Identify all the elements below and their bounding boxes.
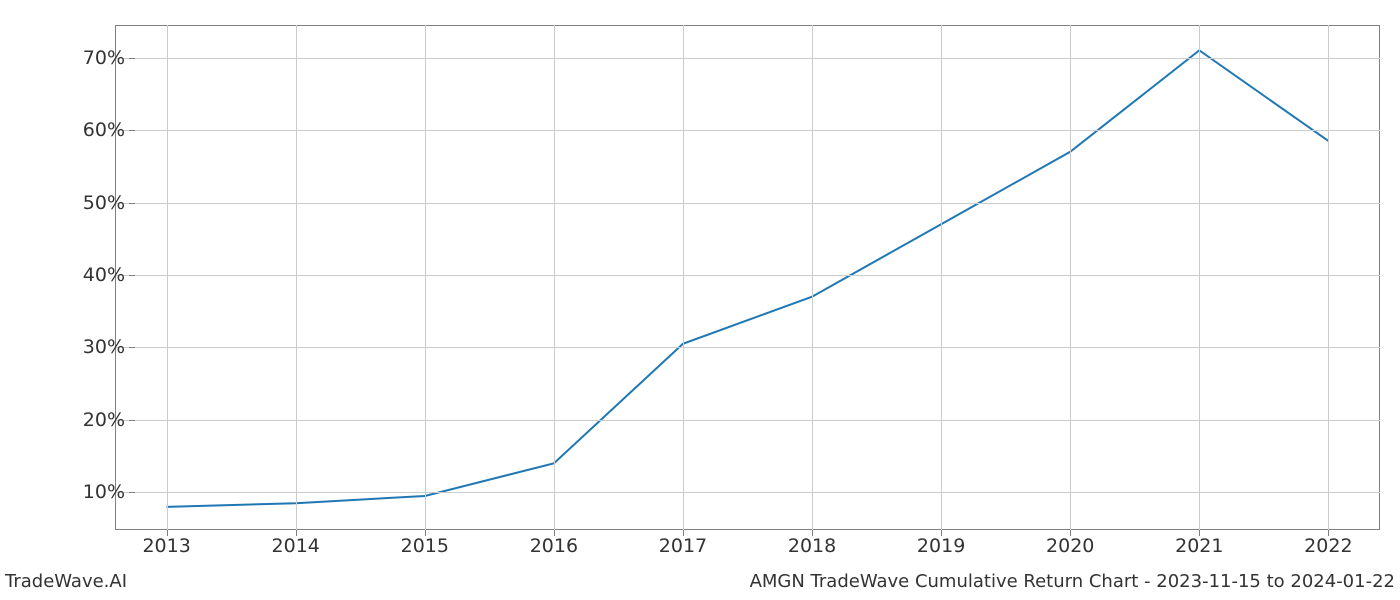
y-tick-label: 30% [65,336,125,358]
gridline-vertical [683,25,684,530]
gridline-vertical [167,25,168,530]
gridline-vertical [554,25,555,530]
y-tick-label: 20% [65,409,125,431]
gridline-horizontal [115,492,1380,493]
gridline-vertical [941,25,942,530]
y-tick-label: 70% [65,47,125,69]
x-tick-label: 2018 [788,535,836,557]
y-tick-mark [129,420,135,421]
y-tick-mark [129,275,135,276]
y-tick-label: 50% [65,192,125,214]
x-tick-label: 2013 [142,535,190,557]
x-tick-label: 2020 [1046,535,1094,557]
x-tick-label: 2017 [659,535,707,557]
footer-caption: AMGN TradeWave Cumulative Return Chart -… [750,571,1395,592]
gridline-horizontal [115,130,1380,131]
gridline-horizontal [115,203,1380,204]
x-tick-label: 2014 [272,535,320,557]
y-tick-mark [129,492,135,493]
chart-plot-area [115,25,1380,530]
gridline-horizontal [115,347,1380,348]
footer-brand: TradeWave.AI [5,571,127,592]
gridline-horizontal [115,58,1380,59]
gridline-vertical [425,25,426,530]
gridline-vertical [812,25,813,530]
gridline-vertical [296,25,297,530]
y-tick-mark [129,347,135,348]
x-tick-label: 2022 [1304,535,1352,557]
x-tick-label: 2016 [530,535,578,557]
line-series [115,25,1380,530]
y-tick-label: 10% [65,481,125,503]
y-tick-label: 60% [65,119,125,141]
gridline-horizontal [115,420,1380,421]
y-tick-label: 40% [65,264,125,286]
gridline-horizontal [115,275,1380,276]
gridline-vertical [1199,25,1200,530]
x-tick-label: 2015 [401,535,449,557]
y-tick-mark [129,130,135,131]
y-tick-mark [129,58,135,59]
gridline-vertical [1328,25,1329,530]
gridline-vertical [1070,25,1071,530]
x-tick-label: 2019 [917,535,965,557]
y-tick-mark [129,203,135,204]
x-tick-label: 2021 [1175,535,1223,557]
